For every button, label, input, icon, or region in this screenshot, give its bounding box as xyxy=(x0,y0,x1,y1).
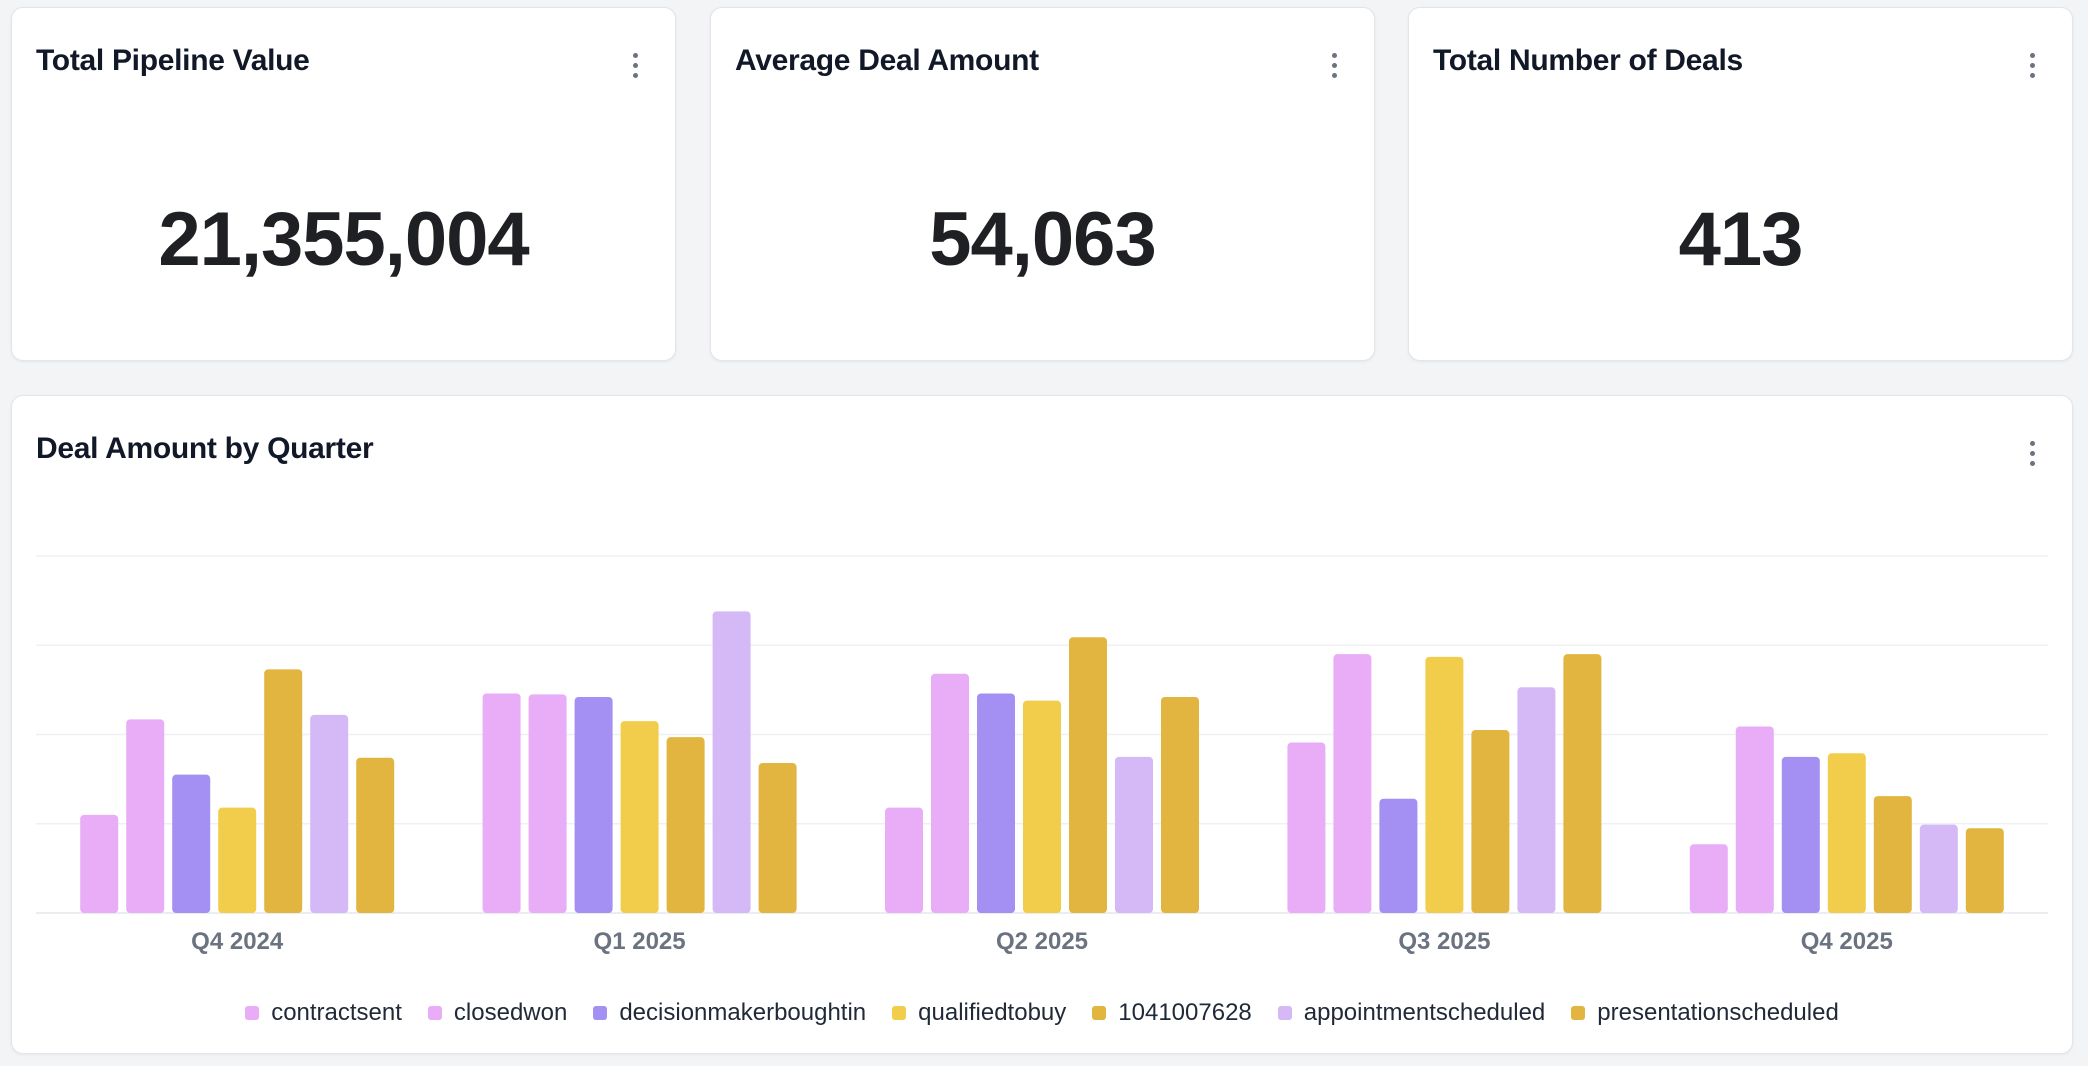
bar-qualifiedtobuy-q4-2025[interactable] xyxy=(1827,753,1866,913)
legend-swatch xyxy=(892,1006,907,1020)
legend-swatch xyxy=(1277,1006,1292,1020)
kpi-title: Total Pipeline Value xyxy=(36,44,310,77)
chart-card-deal-amount-by-quarter: Deal Amount by Quarter Q4 2024 Q1 2025 Q2 … xyxy=(11,395,2073,1054)
bar-1041007628-q3-2025[interactable] xyxy=(1471,730,1510,913)
bar-closedwon-q1-2025[interactable] xyxy=(528,694,567,913)
kpi-card-average-deal: Average Deal Amount 54,063 xyxy=(710,7,1375,361)
more-vertical-icon[interactable] xyxy=(1322,48,1346,82)
bar-decisionmakerboughtin-q1-2025[interactable] xyxy=(574,697,613,913)
x-tick-label: Q1 2025 xyxy=(594,928,686,955)
legend-item-closedwon[interactable]: closedwon xyxy=(427,999,568,1027)
bar-contractsent-q2-2025[interactable] xyxy=(885,807,923,913)
legend-item-contractsent[interactable]: contractsent xyxy=(245,999,402,1027)
bar-appointmentscheduled-q4-2024[interactable] xyxy=(310,714,349,913)
bar-closedwon-q4-2025[interactable] xyxy=(1735,726,1774,913)
bar-1041007628-q4-2025[interactable] xyxy=(1873,796,1912,913)
chart-legend: contractsent closedwon decisionmakerbought… xyxy=(12,999,2072,1027)
bar-contractsent-q3-2025[interactable] xyxy=(1287,742,1326,913)
bar-appointmentscheduled-q3-2025[interactable] xyxy=(1517,687,1556,913)
kpi-card-deal-count: Total Number of Deals 413 xyxy=(1408,7,2073,361)
legend-swatch xyxy=(245,1006,260,1020)
chart-title: Deal Amount by Quarter xyxy=(36,432,374,465)
bar-qualifiedtobuy-q3-2025[interactable] xyxy=(1425,656,1464,913)
bar-presentationscheduled-q2-2025[interactable] xyxy=(1161,697,1199,913)
bar-presentationscheduled-q1-2025[interactable] xyxy=(758,763,797,913)
legend-label: contractsent xyxy=(271,999,402,1026)
bar-1041007628-q2-2025[interactable] xyxy=(1069,637,1107,913)
legend-item-1041007628[interactable]: 1041007628 xyxy=(1092,999,1252,1027)
bar-closedwon-q4-2024[interactable] xyxy=(126,719,165,913)
bar-closedwon-q3-2025[interactable] xyxy=(1333,654,1372,913)
legend-label: decisionmakerboughtin xyxy=(619,999,867,1026)
kpi-value: 21,355,004 xyxy=(158,197,529,282)
kpi-card-pipeline-value: Total Pipeline Value 21,355,004 xyxy=(11,7,676,361)
more-vertical-icon[interactable] xyxy=(623,48,647,82)
bar-decisionmakerboughtin-q3-2025[interactable] xyxy=(1379,798,1418,913)
x-tick-label: Q4 2024 xyxy=(191,928,284,955)
legend-label: presentationscheduled xyxy=(1597,999,1839,1026)
bar-appointmentscheduled-q2-2025[interactable] xyxy=(1115,756,1153,913)
kpi-value: 54,063 xyxy=(929,197,1156,282)
legend-item-decisionmakerboughtin[interactable]: decisionmakerboughtin xyxy=(593,999,866,1027)
x-tick-label: Q4 2025 xyxy=(1801,928,1893,955)
kpi-title: Average Deal Amount xyxy=(735,44,1039,77)
bar-contractsent-q1-2025[interactable] xyxy=(482,693,521,913)
bar-contractsent-q4-2024[interactable] xyxy=(80,814,119,913)
legend-swatch xyxy=(1571,1006,1586,1020)
bar-qualifiedtobuy-q1-2025[interactable] xyxy=(620,721,659,913)
bar-presentationscheduled-q4-2025[interactable] xyxy=(1965,828,2004,913)
bar-appointmentscheduled-q1-2025[interactable] xyxy=(712,611,751,913)
legend-label: appointmentscheduled xyxy=(1303,999,1546,1026)
bar-closedwon-q2-2025[interactable] xyxy=(931,673,969,913)
bar-chart: Q4 2024 Q1 2025 Q2 2025 Q3 2025 Q4 2025 xyxy=(36,555,2048,955)
legend-item-qualifiedtobuy[interactable]: qualifiedtobuy xyxy=(892,999,1066,1027)
legend-label: 1041007628 xyxy=(1118,999,1252,1026)
bar-decisionmakerboughtin-q4-2024[interactable] xyxy=(172,774,211,913)
legend-label: closedwon xyxy=(453,999,568,1026)
legend-item-presentationscheduled[interactable]: presentationscheduled xyxy=(1571,999,1839,1027)
bar-1041007628-q1-2025[interactable] xyxy=(666,737,705,913)
legend-label: qualifiedtobuy xyxy=(918,999,1067,1026)
legend-swatch xyxy=(427,1006,442,1020)
kpi-title: Total Number of Deals xyxy=(1433,44,1743,77)
x-tick-label: Q2 2025 xyxy=(996,928,1088,955)
bar-qualifiedtobuy-q2-2025[interactable] xyxy=(1023,700,1061,913)
more-vertical-icon[interactable] xyxy=(2020,48,2044,82)
kpi-value: 413 xyxy=(1678,197,1804,282)
bar-decisionmakerboughtin-q4-2025[interactable] xyxy=(1781,756,1820,913)
bar-1041007628-q4-2024[interactable] xyxy=(264,669,303,913)
x-tick-label: Q3 2025 xyxy=(1398,928,1490,955)
legend-swatch xyxy=(1092,1006,1107,1020)
legend-item-appointmentscheduled[interactable]: appointmentscheduled xyxy=(1277,999,1546,1027)
bar-presentationscheduled-q4-2024[interactable] xyxy=(356,757,395,913)
bar-presentationscheduled-q3-2025[interactable] xyxy=(1563,654,1602,913)
bar-appointmentscheduled-q4-2025[interactable] xyxy=(1919,824,1958,913)
bar-contractsent-q4-2025[interactable] xyxy=(1689,844,1728,913)
legend-swatch xyxy=(593,1006,608,1020)
more-vertical-icon[interactable] xyxy=(2020,436,2044,470)
bar-qualifiedtobuy-q4-2024[interactable] xyxy=(218,807,257,913)
bar-decisionmakerboughtin-q2-2025[interactable] xyxy=(977,693,1015,913)
